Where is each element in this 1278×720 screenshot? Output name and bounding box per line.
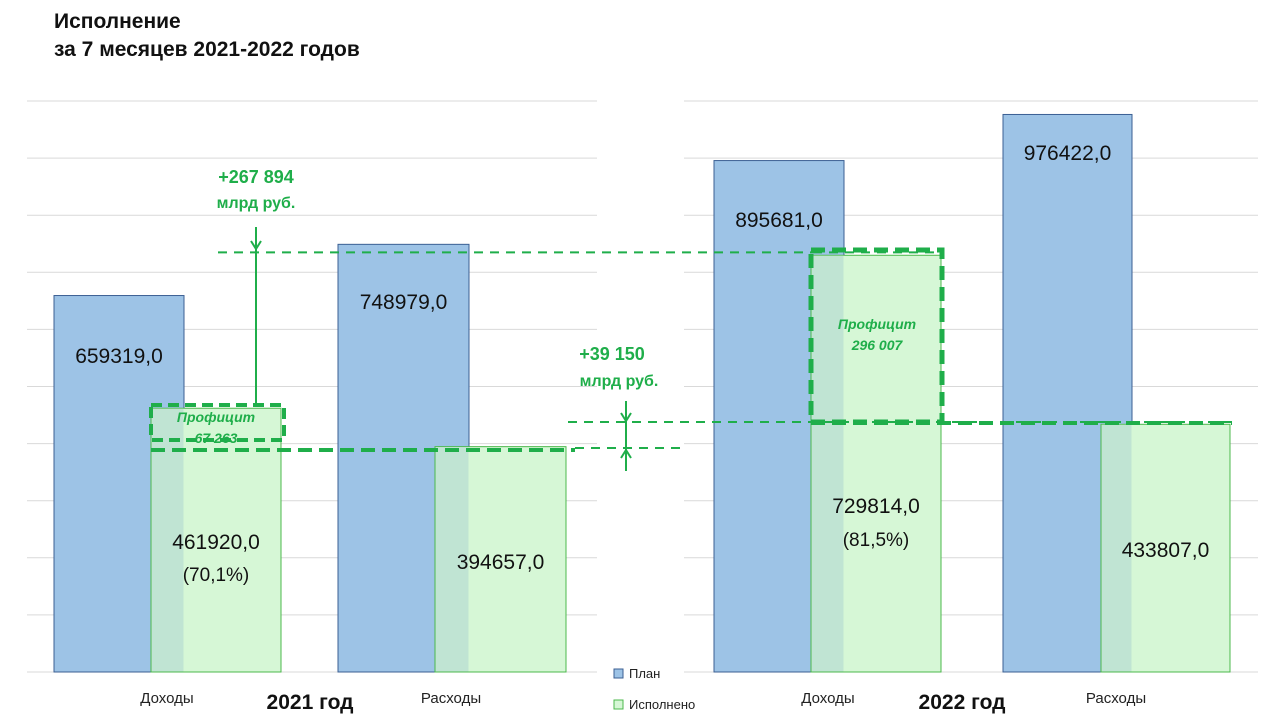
page-title: Исполнение за 7 месяцев 2021-2022 годов [54, 8, 360, 64]
surplus-box-2022 [808, 247, 945, 425]
year-label-2021: 2021 год [267, 691, 354, 714]
legend-plan-label: План [629, 666, 660, 681]
labels: 659319,0 461920,0 (70,1%) 748979,0 394657,0 8… [75, 142, 1209, 586]
bar-overlap-2021-income [151, 408, 184, 672]
category-label-2021-income: Доходы [140, 690, 193, 707]
year-label-2022: 2022 год [919, 691, 1006, 714]
bars [53, 113, 1231, 673]
surplus-2021-value: 67 263 [195, 430, 238, 446]
label-plan-2021-income: 659319,0 [75, 345, 163, 368]
expense-diff-arrow-head-bottom [620, 448, 632, 459]
plan-diff-unit: млрд руб. [217, 195, 296, 212]
surplus-2021-label: Профицит [177, 409, 255, 425]
label-done-2022-income: 729814,0 [832, 495, 920, 518]
plan-diff-arrow-head [250, 240, 262, 251]
label-plan-2022-expense: 976422,0 [1024, 142, 1112, 165]
expense-diff-arrow-head-top [620, 412, 632, 423]
bar-overlap-2021-expense [435, 447, 469, 672]
label-plan-2021-expense: 748979,0 [360, 291, 448, 314]
surplus-2022-value: 296 007 [851, 337, 904, 353]
label-done-percent-2022-income: (81,5%) [843, 530, 910, 551]
category-label-2022-expense: Расходы [1086, 690, 1146, 707]
label-done-percent-2021-income: (70,1%) [183, 565, 250, 586]
bar-overlap-2022-income [811, 255, 844, 672]
expense-diff-value: +39 150 [579, 344, 645, 364]
label-plan-2022-income: 895681,0 [735, 209, 823, 232]
legend-done-swatch [613, 699, 624, 710]
legend-plan-swatch [613, 668, 624, 679]
title-line-2: за 7 месяцев 2021-2022 годов [54, 38, 360, 61]
label-done-2021-income: 461920,0 [172, 531, 260, 554]
bar-overlap-2022-expense [1101, 424, 1132, 672]
annotations [149, 227, 1232, 471]
category-label-2022-income: Доходы [801, 690, 854, 707]
label-done-2021-expense: 394657,0 [457, 551, 545, 574]
category-label-2021-expense: Расходы [421, 690, 481, 707]
title-line-1: Исполнение [54, 10, 181, 33]
surplus-2022-label: Профицит [838, 316, 916, 332]
expense-diff-unit: млрд руб. [580, 373, 659, 390]
legend-done-label: Исполнено [629, 697, 695, 712]
label-done-2022-expense: 433807,0 [1122, 539, 1210, 562]
plan-diff-value: +267 894 [218, 167, 294, 187]
